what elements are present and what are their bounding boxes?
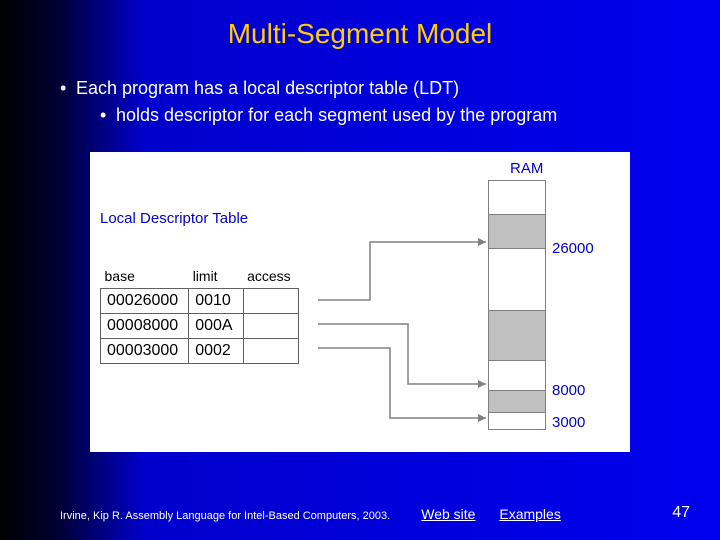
bullet-text-2: holds descriptor for each segment used b… [116, 105, 557, 125]
ldt-label: Local Descriptor Table [100, 210, 248, 227]
slide-title: Multi-Segment Model [0, 0, 720, 50]
ldt-cell-base: 00003000 [101, 339, 189, 364]
diagram-area: RAM 26000 8000 3000 Local Descriptor Table… [90, 152, 630, 452]
ldt-cell-access [243, 314, 299, 339]
ram-address-label: 26000 [552, 240, 594, 257]
ldt-cell-base: 00008000 [101, 314, 189, 339]
ldt-cell-limit: 0002 [189, 339, 243, 364]
page-number: 47 [672, 504, 690, 522]
examples-link[interactable]: Examples [499, 506, 560, 522]
ldt-header-base: base [101, 266, 189, 289]
ldt-cell-access [243, 339, 299, 364]
ram-cell [488, 180, 546, 214]
citation-text: Irvine, Kip R. Assembly Language for Int… [60, 510, 390, 522]
ram-cell [488, 248, 546, 310]
table-row: 00008000000A [101, 314, 299, 339]
bullet-text-1: Each program has a local descriptor tabl… [76, 78, 459, 98]
bullet-list: •Each program has a local descriptor tab… [60, 78, 720, 126]
ram-label: RAM [510, 160, 543, 177]
ldt-header-limit: limit [189, 266, 243, 289]
ram-cell [488, 360, 546, 390]
bullet-level-1: •Each program has a local descriptor tab… [60, 78, 720, 99]
ram-column [488, 180, 546, 430]
ldt-cell-access [243, 289, 299, 314]
ram-address-label: 3000 [552, 414, 585, 431]
ldt-header-access: access [243, 266, 299, 289]
ldt-table: base limit access 0002600000100000800000… [100, 266, 299, 364]
footer: Irvine, Kip R. Assembly Language for Int… [60, 506, 680, 522]
ram-address-label: 8000 [552, 382, 585, 399]
web-site-link[interactable]: Web site [421, 506, 475, 522]
ram-cell [488, 214, 546, 248]
ram-cell [488, 390, 546, 412]
table-row: 000030000002 [101, 339, 299, 364]
table-row: 000260000010 [101, 289, 299, 314]
ldt-cell-limit: 0010 [189, 289, 243, 314]
ram-cell [488, 310, 546, 360]
ldt-cell-base: 00026000 [101, 289, 189, 314]
bullet-level-2: •holds descriptor for each segment used … [100, 105, 720, 126]
ldt-cell-limit: 000A [189, 314, 243, 339]
ram-cell [488, 412, 546, 430]
